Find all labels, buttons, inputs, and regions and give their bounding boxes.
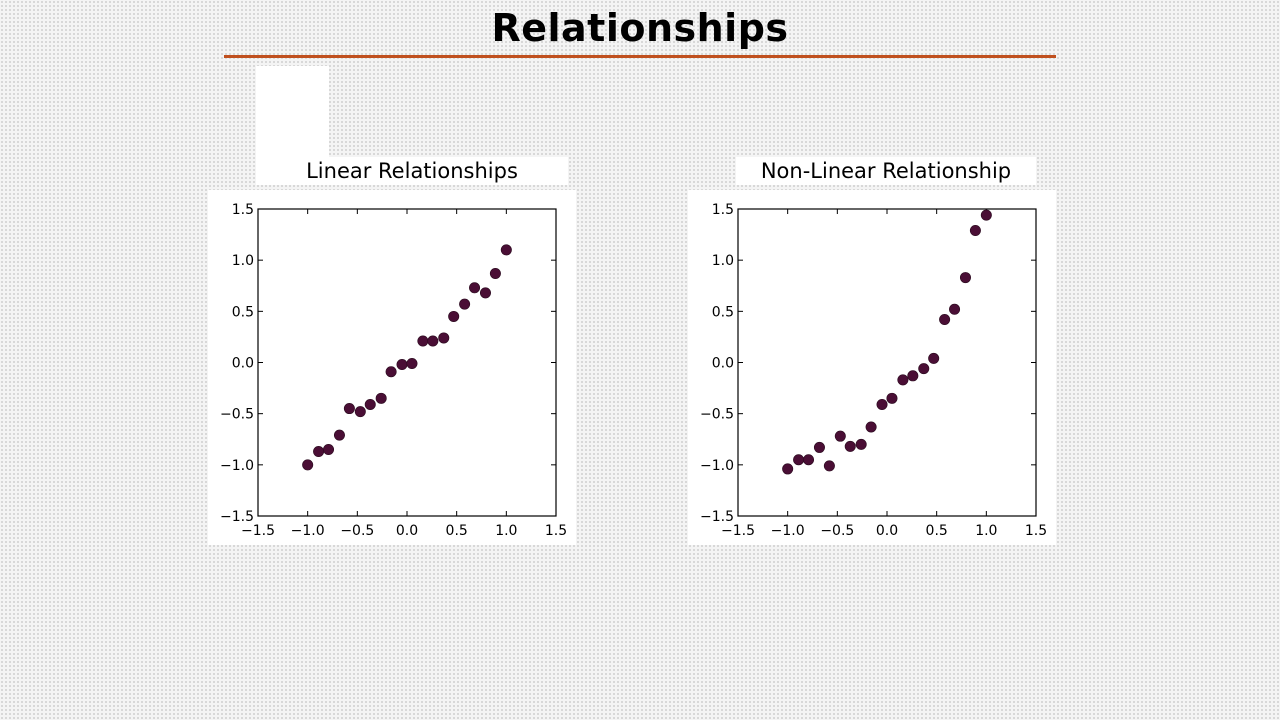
y-tick-label: 0.0 [232, 356, 254, 372]
scatter-point [364, 398, 376, 410]
scatter-point [834, 430, 846, 442]
y-tick-label: 1.0 [712, 253, 734, 269]
scatter-point [469, 282, 481, 294]
scatter-point [907, 370, 919, 382]
scatter-point [876, 398, 888, 410]
y-tick-label: −1.5 [220, 509, 254, 525]
x-tick-label: 0.5 [446, 523, 468, 539]
y-tick-label: 1.5 [712, 202, 734, 218]
scatter-point [343, 403, 355, 415]
slide-title: Relationships [491, 6, 789, 50]
x-tick-label: −0.5 [340, 523, 374, 539]
x-tick-label: 0.5 [926, 523, 948, 539]
scatter-point [489, 267, 501, 279]
scatter-point [793, 454, 805, 466]
chart-title-linear: Linear Relationships [256, 157, 568, 185]
scatter-point [354, 406, 366, 418]
scatter-point [803, 454, 815, 466]
scatter-point [385, 366, 397, 378]
y-tick-label: 1.0 [232, 253, 254, 269]
x-tick-label: 1.5 [1025, 523, 1047, 539]
scatter-point [417, 335, 429, 347]
title-divider [224, 55, 1056, 58]
scatter-point [844, 440, 856, 452]
scatter-point [980, 209, 992, 221]
scatter-point [959, 272, 971, 284]
scatter-point [928, 352, 940, 364]
scatter-point [427, 335, 439, 347]
y-tick-label: −1.0 [220, 458, 254, 474]
scatter-point [500, 244, 512, 256]
y-tick-label: 0.5 [712, 304, 734, 320]
scatter-point [396, 359, 408, 371]
chart-title-nonlinear: Non-Linear Relationship [736, 157, 1036, 185]
x-tick-label: 1.0 [495, 523, 517, 539]
linear-scatter-chart: −1.5 −1.0 −0.5 0.0 0.5 1.0 1.5 −1.5 −1.0 −0.5 0.0 0… [208, 190, 576, 545]
y-tick-label: −1.0 [700, 458, 734, 474]
scatter-point [782, 463, 794, 475]
x-tick-label: 1.5 [545, 523, 567, 539]
scatter-point [375, 392, 387, 404]
y-tick-label: 1.5 [232, 202, 254, 218]
scatter-point [448, 310, 460, 322]
x-tick-label: 1.0 [975, 523, 997, 539]
scatter-point [865, 421, 877, 433]
scatter-point [949, 303, 961, 315]
x-tick-label: 0.0 [396, 523, 418, 539]
scatter-point [323, 443, 335, 455]
nonlinear-scatter-chart: −1.5 −1.0 −0.5 0.0 0.5 1.0 1.5 −1.5 −1.0 −0.5 0.0 0… [688, 190, 1056, 545]
x-tick-label: −1.5 [721, 523, 755, 539]
y-tick-label: −1.5 [700, 509, 734, 525]
scatter-point [479, 287, 491, 299]
x-tick-label: −1.5 [241, 523, 275, 539]
blank-panel [256, 66, 329, 162]
y-tick-label: −0.5 [700, 407, 734, 423]
scatter-point [302, 459, 314, 471]
x-tick-label: 0.0 [876, 523, 898, 539]
scatter-point [886, 392, 898, 404]
x-tick-label: −1.0 [291, 523, 325, 539]
x-tick-label: −1.0 [771, 523, 805, 539]
scatter-point [939, 314, 951, 326]
y-tick-label: −0.5 [220, 407, 254, 423]
scatter-point [823, 460, 835, 472]
scatter-point [459, 298, 471, 310]
scatter-point [918, 363, 930, 375]
scatter-point [333, 429, 345, 441]
scatter-point [406, 358, 418, 370]
y-tick-label: 0.5 [232, 304, 254, 320]
scatter-point [855, 438, 867, 450]
scatter-point [813, 441, 825, 453]
scatter-point [897, 374, 909, 386]
scatter-point [313, 446, 325, 458]
scatter-point [438, 332, 450, 344]
scatter-point [969, 224, 981, 236]
y-tick-label: 0.0 [712, 356, 734, 372]
x-tick-label: −0.5 [820, 523, 854, 539]
